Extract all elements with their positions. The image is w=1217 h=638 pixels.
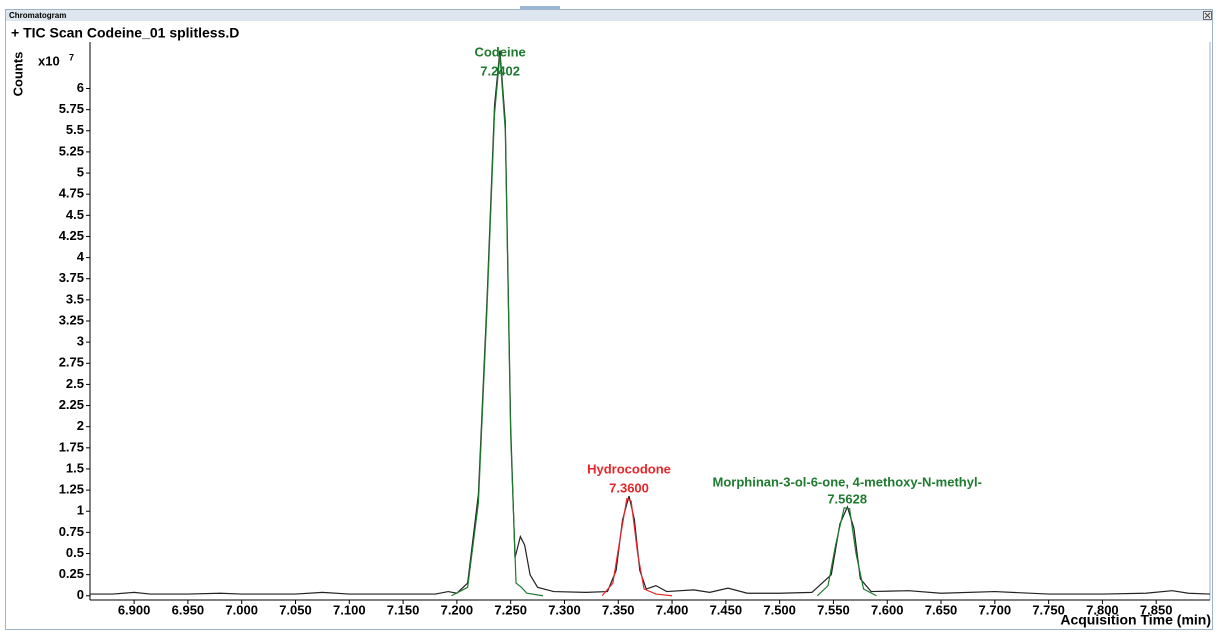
y-tick-label: 3 bbox=[77, 334, 84, 349]
peak-name: Morphinan-3-ol-6-one, 4-methoxy-N-methyl… bbox=[713, 474, 982, 489]
y-tick-label: 5 bbox=[77, 164, 84, 179]
window-frame bbox=[5, 9, 1213, 630]
trace bbox=[816, 507, 877, 597]
y-multiplier-exponent: 7 bbox=[69, 52, 74, 62]
x-tick-label: 7.250 bbox=[494, 602, 527, 617]
x-tick-label: 6.900 bbox=[118, 602, 151, 617]
splitter-tab[interactable] bbox=[520, 6, 560, 9]
peak-name: Codeine bbox=[474, 44, 525, 59]
trace bbox=[451, 54, 544, 597]
peak-time: 7.3600 bbox=[609, 480, 649, 495]
x-tick-label: 7.650 bbox=[925, 602, 958, 617]
y-tick-label: 2.75 bbox=[59, 355, 84, 370]
y-tick-label: 3.75 bbox=[59, 270, 84, 285]
y-tick-label: 1 bbox=[77, 503, 84, 518]
y-multiplier: x10 bbox=[38, 53, 60, 68]
y-tick-label: 0 bbox=[77, 587, 84, 602]
x-tick-label: 7.700 bbox=[979, 602, 1012, 617]
y-tick-label: 1.5 bbox=[66, 460, 84, 475]
x-tick-label: 7.800 bbox=[1086, 602, 1119, 617]
x-tick-label: 6.950 bbox=[172, 602, 205, 617]
x-tick-label: 7.150 bbox=[387, 602, 420, 617]
y-tick-label: 3.5 bbox=[66, 291, 84, 306]
y-tick-label: 4.5 bbox=[66, 207, 84, 222]
trace bbox=[90, 50, 1211, 595]
trace bbox=[601, 497, 673, 597]
peak-time: 7.5628 bbox=[827, 491, 867, 506]
y-tick-label: 0.25 bbox=[59, 566, 84, 581]
y-tick-label: 4.25 bbox=[59, 228, 84, 243]
x-tick-label: 7.750 bbox=[1032, 602, 1065, 617]
y-tick-label: 2 bbox=[77, 418, 84, 433]
peak-name: Hydrocodone bbox=[587, 461, 671, 476]
y-tick-label: 0.5 bbox=[66, 545, 84, 560]
x-tick-label: 7.050 bbox=[279, 602, 312, 617]
y-tick-label: 1.75 bbox=[59, 439, 84, 454]
x-tick-label: 7.350 bbox=[602, 602, 635, 617]
y-tick-label: 4 bbox=[77, 249, 85, 264]
y-tick-label: 3.25 bbox=[59, 312, 84, 327]
title-bar bbox=[6, 10, 1212, 21]
window-title: Chromatogram bbox=[9, 11, 66, 20]
x-tick-label: 7.600 bbox=[871, 602, 904, 617]
x-tick-label: 7.400 bbox=[656, 602, 689, 617]
x-tick-label: 7.450 bbox=[710, 602, 743, 617]
chart-title: + TIC Scan Codeine_01 splitless.D bbox=[11, 25, 239, 41]
x-axis-label: Acquisition Time (min) bbox=[1060, 612, 1211, 628]
x-tick-label: 7.850 bbox=[1140, 602, 1173, 617]
y-tick-label: 1.25 bbox=[59, 482, 84, 497]
x-tick-label: 7.100 bbox=[333, 602, 366, 617]
y-tick-label: 0.75 bbox=[59, 524, 84, 539]
y-tick-label: 5.25 bbox=[59, 143, 84, 158]
y-tick-label: 6 bbox=[77, 80, 84, 95]
y-tick-label: 5.5 bbox=[66, 122, 84, 137]
y-tick-label: 2.25 bbox=[59, 397, 84, 412]
y-tick-label: 4.75 bbox=[59, 186, 84, 201]
y-tick-label: 2.5 bbox=[66, 376, 84, 391]
y-tick-label: 5.75 bbox=[59, 101, 84, 116]
x-tick-label: 7.300 bbox=[548, 602, 581, 617]
peak-time: 7.2402 bbox=[480, 63, 520, 78]
close-icon[interactable] bbox=[1204, 12, 1211, 19]
y-axis-label: Counts bbox=[10, 52, 25, 97]
x-tick-label: 7.550 bbox=[817, 602, 850, 617]
x-tick-label: 7.500 bbox=[763, 602, 796, 617]
x-tick-label: 7.200 bbox=[441, 602, 474, 617]
x-tick-label: 7.000 bbox=[225, 602, 258, 617]
